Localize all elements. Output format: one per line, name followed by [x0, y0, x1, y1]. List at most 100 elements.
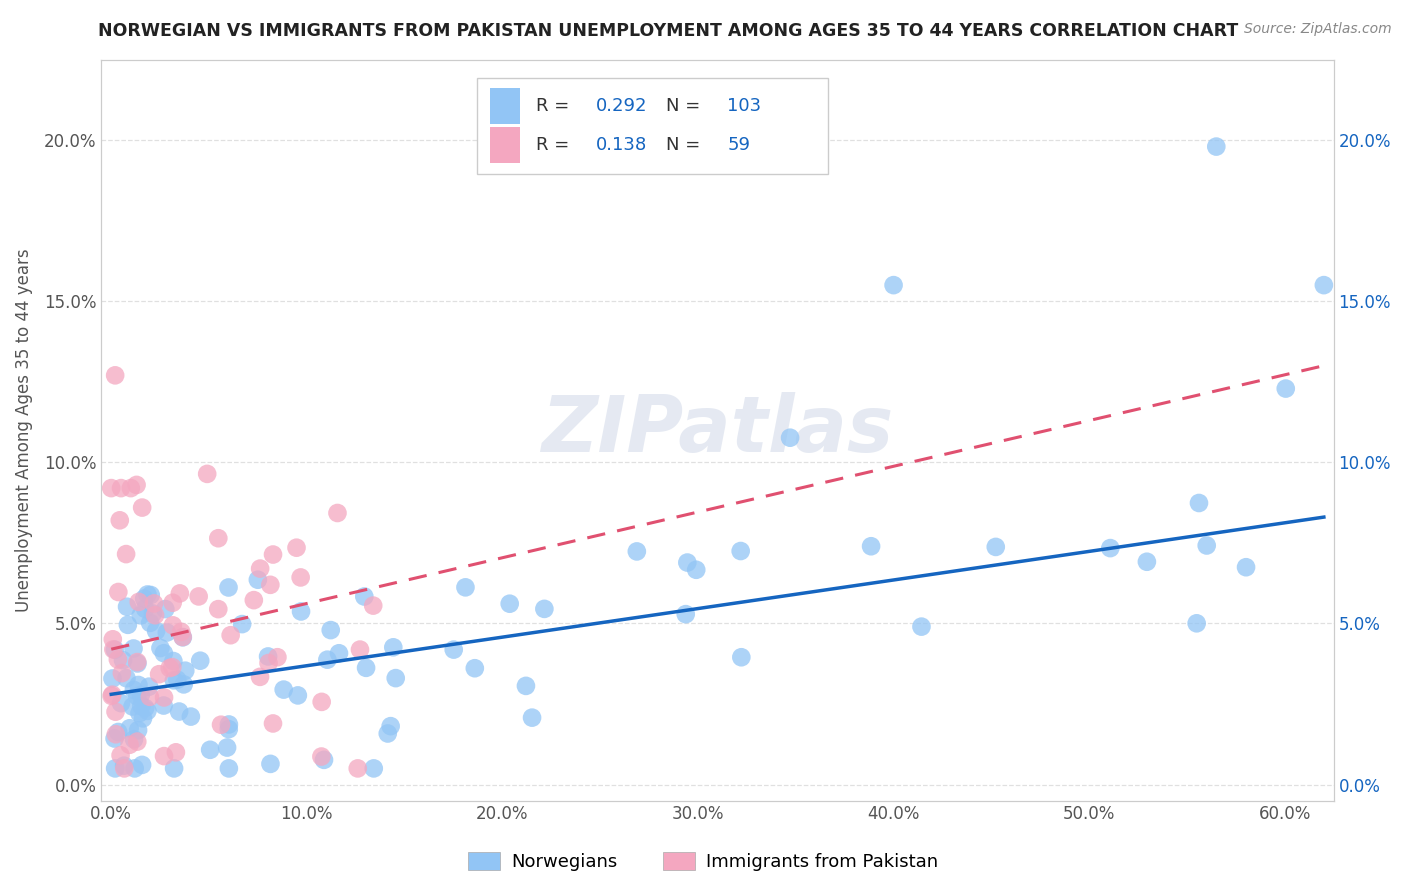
Point — [218, 717, 240, 731]
Point — [779, 431, 801, 445]
Point — [354, 661, 377, 675]
Point — [311, 749, 333, 764]
Point — [172, 630, 194, 644]
Point — [520, 711, 543, 725]
Point — [1188, 496, 1211, 510]
Point — [170, 624, 193, 639]
Point — [217, 740, 239, 755]
Point — [127, 690, 149, 704]
Point — [353, 590, 375, 604]
Point — [454, 580, 477, 594]
FancyBboxPatch shape — [477, 78, 828, 175]
Point — [111, 666, 134, 681]
Point — [127, 723, 149, 738]
Point — [346, 761, 368, 775]
Point — [153, 749, 176, 764]
Point — [107, 652, 129, 666]
Point — [218, 761, 240, 775]
Point — [162, 596, 184, 610]
Point — [153, 690, 176, 705]
Point — [219, 628, 242, 642]
Point — [207, 531, 229, 545]
Point — [128, 595, 150, 609]
Bar — [489, 88, 520, 124]
Point — [172, 630, 194, 644]
Point — [218, 722, 240, 736]
Point — [101, 688, 124, 702]
Point — [139, 588, 162, 602]
Point — [259, 756, 281, 771]
Point — [163, 761, 186, 775]
Y-axis label: Unemployment Among Ages 35 to 44 years: Unemployment Among Ages 35 to 44 years — [15, 248, 32, 612]
Text: 103: 103 — [727, 97, 762, 115]
Point — [1274, 382, 1296, 396]
Point — [984, 540, 1007, 554]
Point — [285, 541, 308, 555]
Point — [104, 368, 127, 383]
Point — [110, 696, 132, 710]
Point — [1136, 555, 1159, 569]
Point — [118, 721, 141, 735]
Point — [167, 705, 190, 719]
Point — [101, 632, 124, 647]
Point — [1234, 560, 1257, 574]
Point — [107, 585, 129, 599]
Point — [328, 646, 350, 660]
Point — [162, 660, 184, 674]
Point — [730, 544, 752, 558]
Point — [100, 481, 122, 495]
Point — [103, 642, 125, 657]
Text: N =: N = — [666, 136, 706, 153]
Point — [174, 664, 197, 678]
Text: R =: R = — [537, 136, 575, 153]
Point — [134, 701, 156, 715]
Point — [1185, 616, 1208, 631]
Point — [676, 556, 699, 570]
Point — [122, 682, 145, 697]
Point — [626, 544, 648, 558]
Point — [257, 656, 280, 670]
Point — [209, 717, 232, 731]
Point — [685, 563, 707, 577]
Point — [139, 690, 162, 704]
Point — [384, 671, 406, 685]
Bar — [489, 127, 520, 162]
Point — [910, 620, 932, 634]
Point — [382, 640, 405, 655]
Point — [187, 590, 209, 604]
Point — [104, 642, 127, 657]
Text: 0.138: 0.138 — [596, 136, 647, 153]
Point — [207, 602, 229, 616]
Point — [136, 587, 159, 601]
Point — [246, 573, 269, 587]
Point — [115, 599, 138, 614]
Point — [127, 655, 149, 669]
Point — [165, 745, 187, 759]
Point — [290, 604, 312, 618]
Point — [115, 671, 138, 685]
Point — [195, 467, 218, 481]
Point — [136, 704, 159, 718]
Point — [101, 672, 124, 686]
Point — [1313, 278, 1336, 293]
Point — [112, 758, 135, 772]
Point — [138, 680, 160, 694]
Point — [361, 599, 384, 613]
Point — [173, 677, 195, 691]
Text: 59: 59 — [727, 136, 751, 153]
Point — [860, 539, 883, 553]
Point — [129, 688, 152, 702]
Text: R =: R = — [537, 97, 575, 115]
Point — [132, 711, 155, 725]
Text: Source: ZipAtlas.com: Source: ZipAtlas.com — [1244, 22, 1392, 37]
Point — [163, 673, 186, 688]
Point — [139, 615, 162, 630]
Text: ZIPatlas: ZIPatlas — [541, 392, 894, 468]
Point — [127, 734, 149, 748]
Point — [311, 695, 333, 709]
Point — [273, 682, 295, 697]
Point — [124, 761, 146, 775]
Point — [153, 646, 176, 660]
Point — [134, 591, 156, 606]
Point — [243, 593, 266, 607]
